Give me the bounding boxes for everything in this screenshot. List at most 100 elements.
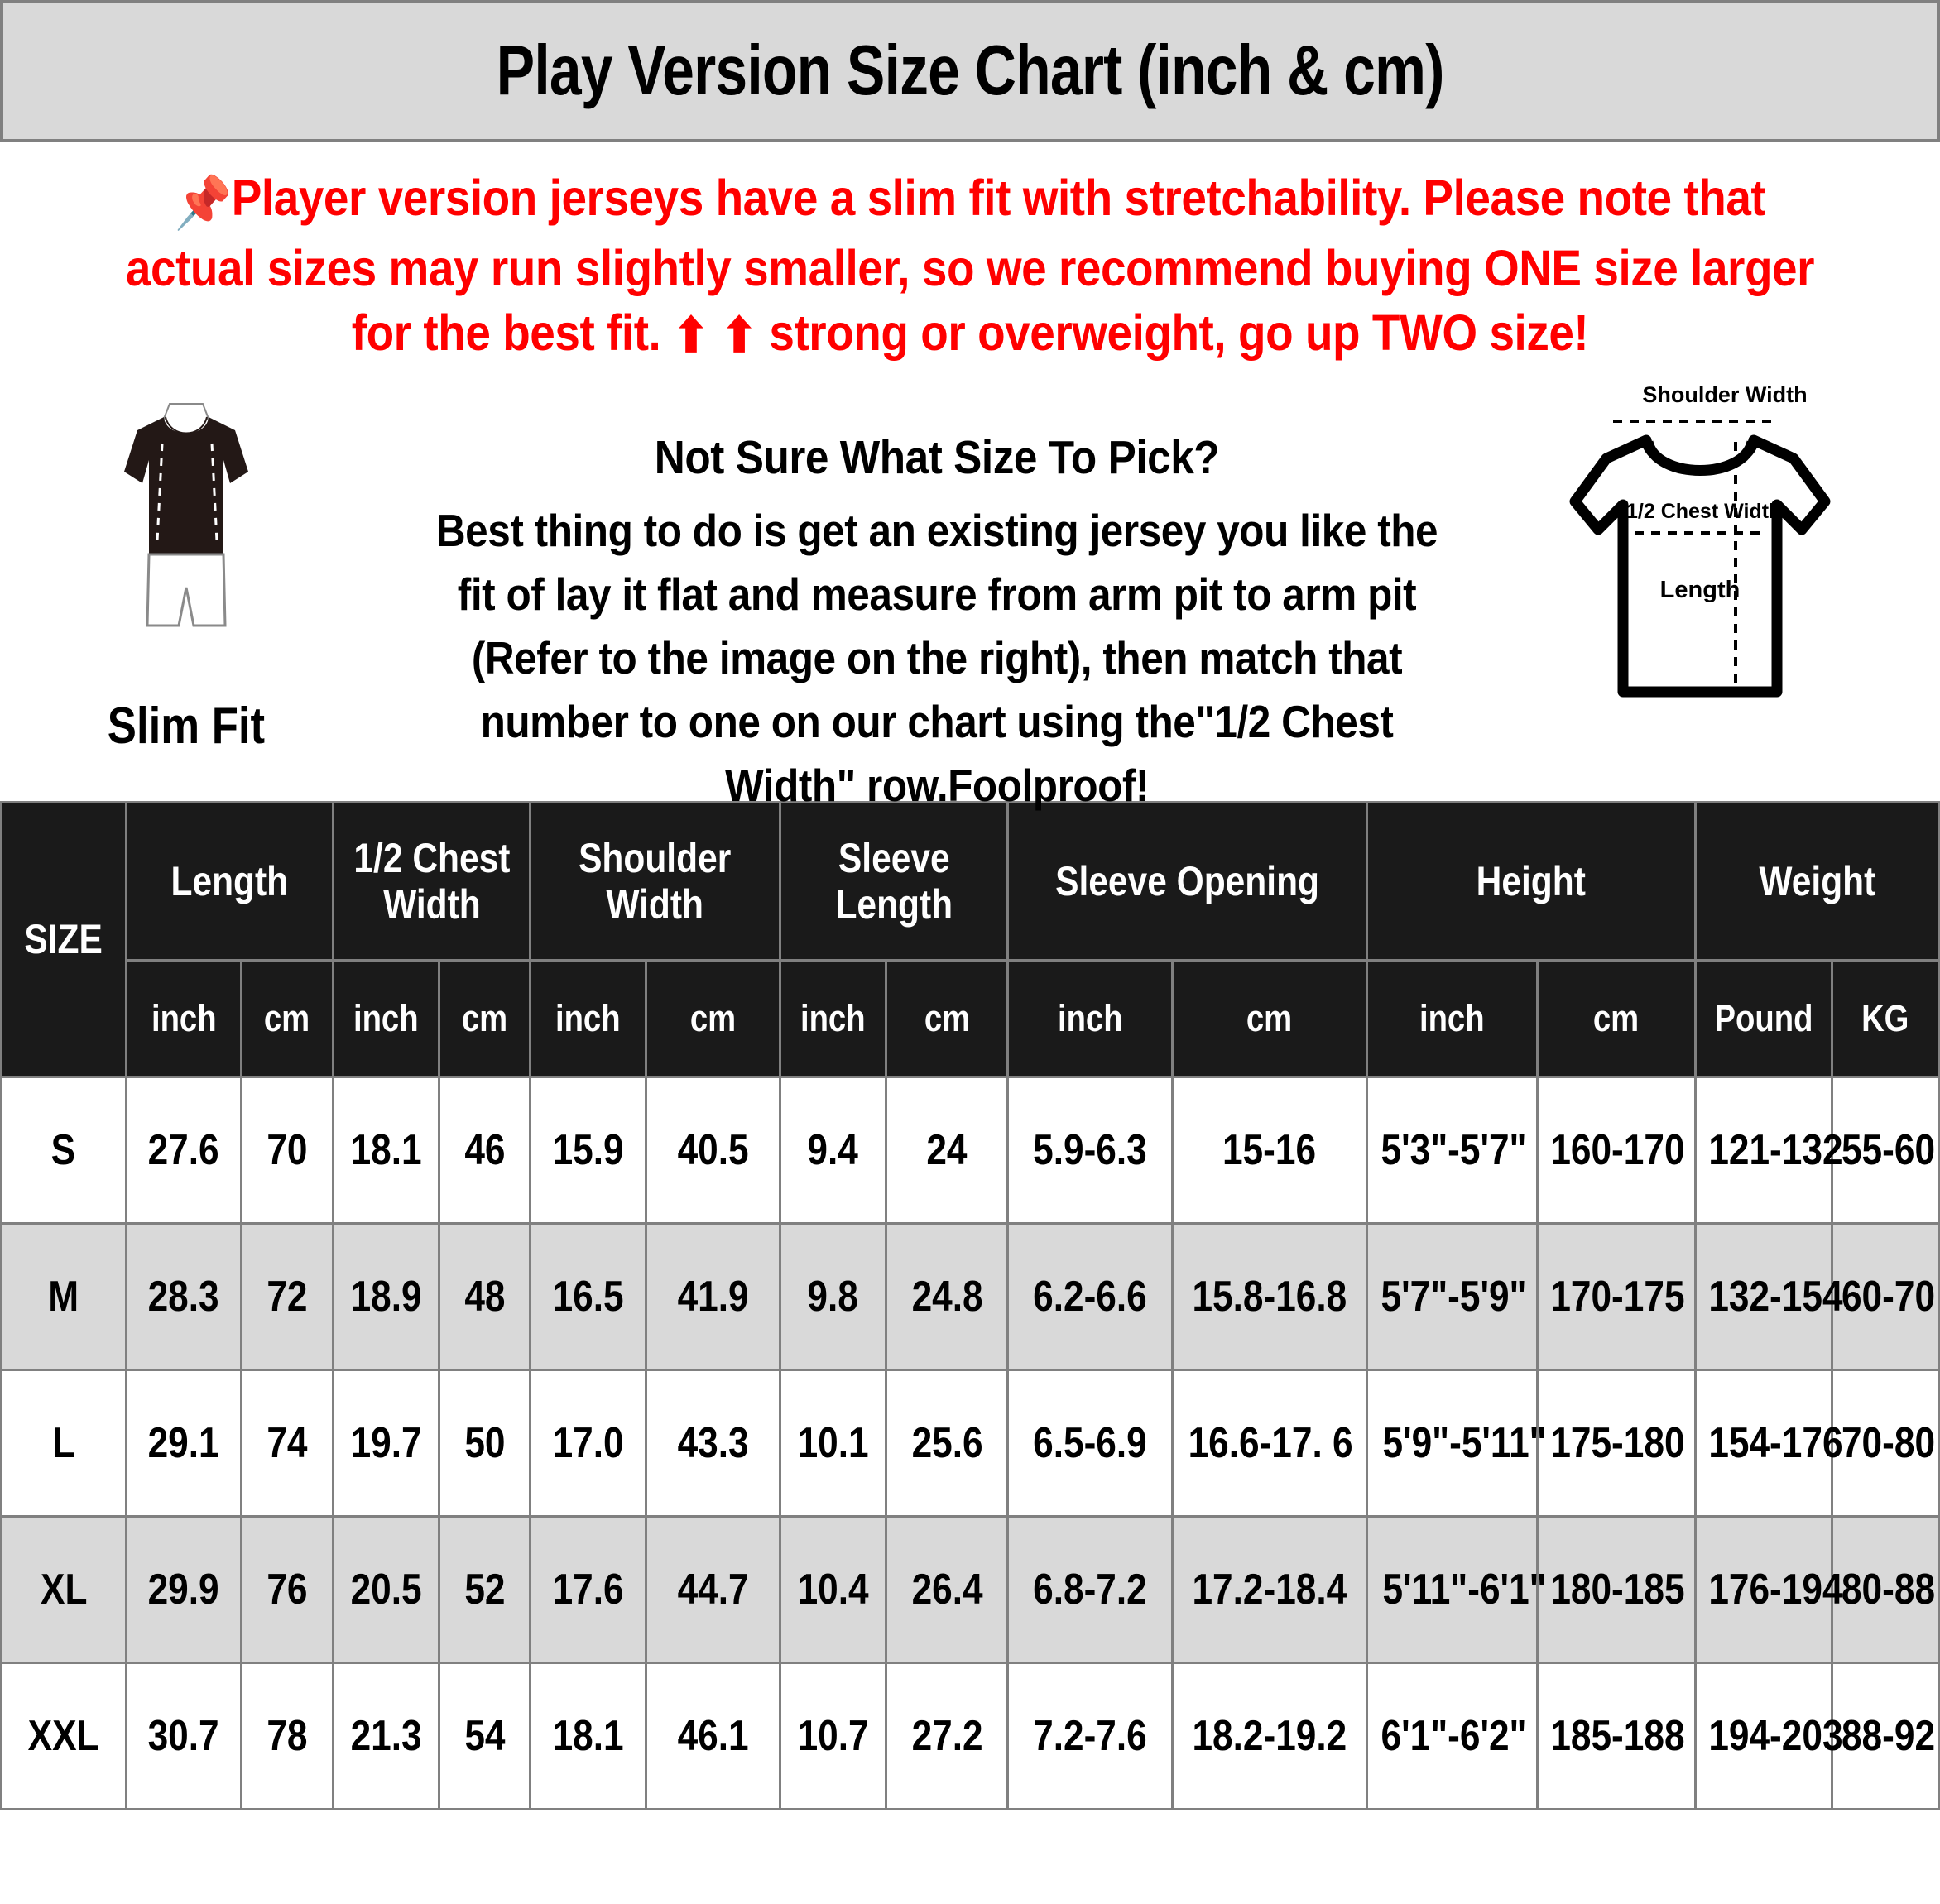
up-arrow-icon-1: ⬆ xyxy=(673,309,709,363)
cell-sleeveopen-cm: 16.6-17. 6 xyxy=(1170,1368,1369,1518)
cell-height-cm: 175-180 xyxy=(1535,1368,1697,1518)
notice-line-2: strong or overweight, go up TWO size! xyxy=(769,305,1589,362)
cell-sleevelen-cm: 24 xyxy=(885,1075,1010,1225)
cell-height-cm: 160-170 xyxy=(1535,1075,1697,1225)
header-unit-length-cm: cm xyxy=(240,958,334,1078)
cell-weight-kg: 55-60 xyxy=(1831,1075,1940,1225)
cell-shoulder-cm: 41.9 xyxy=(645,1221,781,1371)
how-to-measure-block: Not Sure What Size To Pick? Best thing t… xyxy=(348,376,1526,818)
cell-size: XL xyxy=(0,1514,127,1664)
cell-length-cm: 76 xyxy=(240,1514,334,1664)
cell-sleevelen-inch: 9.8 xyxy=(778,1221,888,1371)
header-unit-sleevelen-cm: cm xyxy=(885,958,1010,1078)
table-body: S 27.6 70 18.1 46 15.9 40.5 9.4 24 5.9-6… xyxy=(0,1075,1940,1810)
half-chest-width-label: 1/2 Chest Width xyxy=(1626,500,1781,523)
cell-sleeveopen-inch: 6.2-6.6 xyxy=(1006,1221,1174,1371)
cell-sleeveopen-cm: 17.2-18.4 xyxy=(1170,1514,1369,1664)
cell-weight-pound: 154-176 xyxy=(1693,1368,1842,1518)
cell-height-inch: 5'3"-5'7" xyxy=(1366,1075,1539,1225)
notice-line-1: Player version jerseys have a slim fit w… xyxy=(125,170,1815,362)
illustration-row: Slim Fit Not Sure What Size To Pick? Bes… xyxy=(0,371,1940,811)
cell-chest-inch: 18.9 xyxy=(331,1221,441,1371)
cell-size: M xyxy=(0,1221,127,1371)
cell-weight-kg: 70-80 xyxy=(1831,1368,1940,1518)
header-unit-height-cm: cm xyxy=(1535,958,1697,1078)
header-unit-chest-inch: inch xyxy=(331,958,441,1078)
table-row: S 27.6 70 18.1 46 15.9 40.5 9.4 24 5.9-6… xyxy=(0,1075,1940,1225)
cell-sleeveopen-cm: 15-16 xyxy=(1170,1075,1369,1225)
shoulder-width-label: Shoulder Width xyxy=(1642,382,1807,407)
header-unit-length-inch: inch xyxy=(124,958,243,1078)
header-unit-shoulder-cm: cm xyxy=(645,958,781,1078)
cell-chest-cm: 50 xyxy=(438,1368,532,1518)
cell-sleevelen-inch: 10.1 xyxy=(778,1368,888,1518)
header-unit-weight-kg: KG xyxy=(1831,958,1940,1078)
cell-chest-cm: 52 xyxy=(438,1514,532,1664)
cell-length-cm: 70 xyxy=(240,1075,334,1225)
cell-shoulder-cm: 46.1 xyxy=(645,1661,781,1810)
cell-shoulder-inch: 17.0 xyxy=(529,1368,648,1518)
cell-sleevelen-inch: 10.4 xyxy=(778,1514,888,1664)
cell-weight-pound: 121-132 xyxy=(1693,1075,1842,1225)
how-to-body: Best thing to do is get an existing jers… xyxy=(435,505,1438,812)
header-unit-sleeveopen-cm: cm xyxy=(1170,958,1369,1078)
cell-weight-kg: 80-88 xyxy=(1831,1514,1940,1664)
cell-height-inch: 5'9"-5'11" xyxy=(1366,1368,1547,1518)
cell-height-inch: 6'1"-6'2" xyxy=(1366,1661,1539,1810)
cell-weight-kg: 88-92 xyxy=(1831,1661,1940,1810)
cell-size: XXL xyxy=(0,1661,127,1810)
cell-sleevelen-inch: 9.4 xyxy=(778,1075,888,1225)
cell-length-inch: 28.3 xyxy=(124,1221,243,1371)
chart-title-band: Play Version Size Chart (inch & cm) xyxy=(0,0,1940,142)
cell-chest-cm: 48 xyxy=(438,1221,532,1371)
cell-height-cm: 170-175 xyxy=(1535,1221,1697,1371)
header-group-half-chest-width: 1/2 Chest Width xyxy=(331,800,532,962)
size-chart-table: SIZE Length 1/2 Chest Width Shoulder Wid… xyxy=(0,800,1940,1810)
cell-shoulder-cm: 43.3 xyxy=(645,1368,781,1518)
tshirt-neckline xyxy=(1642,439,1758,476)
table-row: XL 29.9 76 20.5 52 17.6 44.7 10.4 26.4 6… xyxy=(0,1514,1940,1664)
cell-height-inch: 5'7"-5'9" xyxy=(1366,1221,1539,1371)
cell-length-inch: 29.9 xyxy=(124,1514,243,1664)
table-header: SIZE Length 1/2 Chest Width Shoulder Wid… xyxy=(0,800,1940,1078)
slim-fit-label: Slim Fit xyxy=(107,697,266,755)
tee-measurement-diagram: Shoulder Width 1/2 Chest Width Length xyxy=(1526,376,1915,723)
header-unit-shoulder-inch: inch xyxy=(529,958,648,1078)
cell-length-cm: 78 xyxy=(240,1661,334,1810)
cell-weight-pound: 194-203 xyxy=(1693,1661,1842,1810)
cell-shoulder-cm: 44.7 xyxy=(645,1514,781,1664)
cell-length-inch: 30.7 xyxy=(124,1661,243,1810)
length-label: Length xyxy=(1660,577,1741,603)
cell-sleevelen-cm: 24.8 xyxy=(885,1221,1010,1371)
header-unit-weight-pound: Pound xyxy=(1693,958,1834,1078)
cell-sleevelen-cm: 27.2 xyxy=(885,1661,1010,1810)
cell-sleevelen-cm: 25.6 xyxy=(885,1368,1010,1518)
cell-sleevelen-inch: 10.7 xyxy=(778,1661,888,1810)
cell-chest-cm: 54 xyxy=(438,1661,532,1810)
cell-sleeveopen-cm: 18.2-19.2 xyxy=(1170,1661,1369,1810)
table-row: M 28.3 72 18.9 48 16.5 41.9 9.8 24.8 6.2… xyxy=(0,1221,1940,1371)
cell-sleeveopen-inch: 7.2-7.6 xyxy=(1006,1661,1174,1810)
header-group-row: SIZE Length 1/2 Chest Width Shoulder Wid… xyxy=(0,800,1940,1078)
cell-sleeveopen-inch: 6.5-6.9 xyxy=(1006,1368,1174,1518)
cell-chest-inch: 21.3 xyxy=(331,1661,441,1810)
cell-shoulder-inch: 16.5 xyxy=(529,1221,648,1371)
how-to-heading: Not Sure What Size To Pick? xyxy=(654,430,1220,484)
cell-size: L xyxy=(0,1368,127,1518)
header-group-length: Length xyxy=(124,800,334,962)
cell-shoulder-inch: 18.1 xyxy=(529,1661,648,1810)
cell-shoulder-inch: 15.9 xyxy=(529,1075,648,1225)
cell-shoulder-cm: 40.5 xyxy=(645,1075,781,1225)
header-unit-height-inch: inch xyxy=(1366,958,1539,1078)
cell-length-inch: 29.1 xyxy=(124,1368,243,1518)
header-group-sleeve-length: Sleeve Length xyxy=(778,800,1010,962)
table-row: L 29.1 74 19.7 50 17.0 43.3 10.1 25.6 6.… xyxy=(0,1368,1940,1518)
cell-length-cm: 74 xyxy=(240,1368,334,1518)
jersey-shorts-illustration xyxy=(124,402,248,627)
header-group-weight: Weight xyxy=(1693,800,1940,962)
header-group-height: Height xyxy=(1366,800,1697,962)
cell-size: S xyxy=(0,1075,127,1225)
cell-chest-cm: 46 xyxy=(438,1075,532,1225)
cell-height-cm: 180-185 xyxy=(1535,1514,1697,1664)
